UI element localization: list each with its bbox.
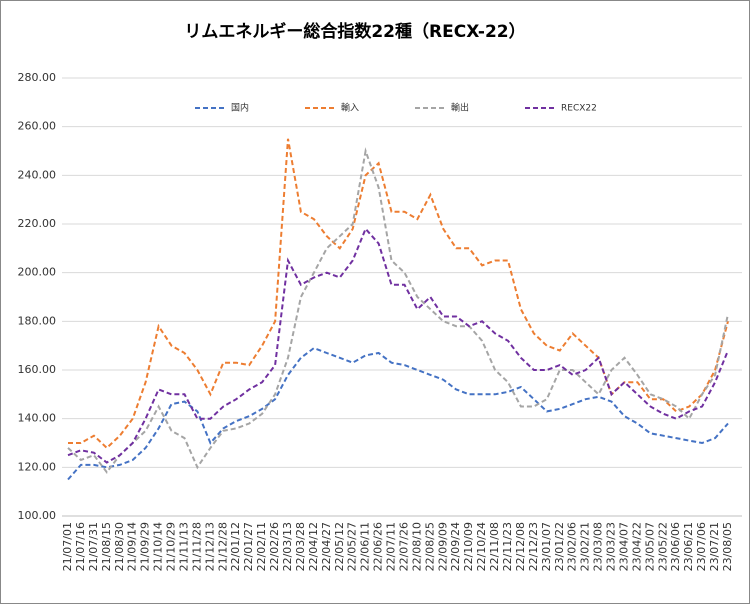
x-tick-label: 22/11/08 (488, 522, 501, 571)
y-tick-label: 260.00 (18, 120, 57, 133)
x-tick-label: 22/04/12 (307, 522, 320, 571)
legend-label: 輸入 (341, 102, 359, 114)
x-tick-label: 22/06/26 (372, 522, 385, 571)
x-tick-label: 22/09/09 (436, 522, 449, 571)
series-line (67, 227, 729, 464)
x-tick-label: 22/04/27 (320, 522, 333, 571)
x-tick-label: 21/10/29 (165, 522, 178, 571)
x-tick-label: 22/05/12 (333, 522, 346, 571)
y-tick-label: 160.00 (18, 363, 57, 376)
x-tick-label: 21/10/14 (152, 522, 165, 571)
x-tick-label: 22/12/23 (527, 522, 540, 571)
x-tick-label: 23/07/21 (708, 522, 721, 571)
x-tick-label: 23/08/05 (721, 522, 734, 571)
y-tick-label: 180.00 (18, 314, 57, 327)
x-tick-label: 23/01/07 (540, 522, 553, 571)
x-tick-label: 23/05/07 (643, 522, 656, 571)
x-tick-label: 22/02/26 (268, 522, 281, 571)
x-tick-label: 21/09/29 (139, 522, 152, 571)
x-tick-label: 21/12/28 (216, 522, 229, 571)
x-tick-label: 22/01/27 (242, 522, 255, 571)
x-tick-label: 23/01/22 (553, 522, 566, 571)
y-tick-label: 280.00 (18, 71, 57, 84)
x-tick-label: 21/11/13 (177, 522, 190, 571)
x-tick-label: 23/03/08 (592, 522, 605, 571)
x-tick-label: 22/02/11 (255, 522, 268, 571)
chart-title: リムエネルギー総合指数22種（RECX-22） (184, 21, 525, 42)
x-tick-label: 22/05/27 (346, 522, 359, 571)
x-tick-label: 22/03/13 (281, 522, 294, 571)
x-tick-label: 21/07/31 (87, 522, 100, 571)
legend-label: 輸出 (451, 102, 469, 114)
x-tick-label: 23/02/06 (566, 522, 579, 571)
x-tick-label: 22/07/26 (397, 522, 410, 571)
x-tick-label: 21/12/13 (203, 522, 216, 571)
y-tick-label: 120.00 (18, 460, 57, 473)
x-tick-label: 23/03/23 (605, 522, 618, 571)
x-tick-label: 23/06/21 (682, 522, 695, 571)
x-tick-label: 23/06/06 (669, 522, 682, 571)
x-tick-label: 22/11/23 (501, 522, 514, 571)
legend-label: RECX22 (561, 104, 597, 114)
y-tick-label: 100.00 (18, 509, 57, 522)
y-tick-label: 200.00 (18, 266, 57, 279)
x-tick-label: 21/08/30 (113, 522, 126, 571)
x-tick-label: 22/08/10 (410, 522, 423, 571)
y-tick-label: 140.00 (18, 412, 57, 425)
x-tick-label: 22/12/08 (514, 522, 527, 571)
legend-label: 国内 (231, 102, 249, 114)
x-tick-label: 21/08/15 (100, 522, 113, 571)
x-tick-label: 22/01/12 (229, 522, 242, 571)
x-tick-label: 23/04/22 (630, 522, 643, 571)
series-line (67, 147, 729, 474)
x-tick-label: 23/02/21 (579, 522, 592, 571)
x-tick-label: 21/11/28 (190, 522, 203, 571)
x-tick-label: 23/04/07 (617, 522, 630, 571)
x-tick-label: 22/06/11 (359, 522, 372, 571)
x-tick-label: 22/10/24 (475, 522, 488, 571)
y-tick-label: 240.00 (18, 168, 57, 181)
x-tick-label: 21/07/01 (61, 522, 74, 571)
x-tick-label: 22/07/11 (385, 522, 398, 571)
x-tick-label: 21/07/16 (74, 522, 87, 571)
x-tick-label: 22/08/25 (423, 522, 436, 571)
series-line (67, 346, 729, 481)
x-tick-label: 21/09/14 (126, 522, 139, 571)
x-tick-label: 23/05/22 (656, 522, 669, 571)
x-tick-label: 22/03/28 (294, 522, 307, 571)
y-tick-label: 220.00 (18, 217, 57, 230)
x-tick-label: 22/10/09 (462, 522, 475, 571)
x-tick-label: 22/09/24 (449, 522, 462, 571)
x-tick-label: 23/07/06 (695, 522, 708, 571)
